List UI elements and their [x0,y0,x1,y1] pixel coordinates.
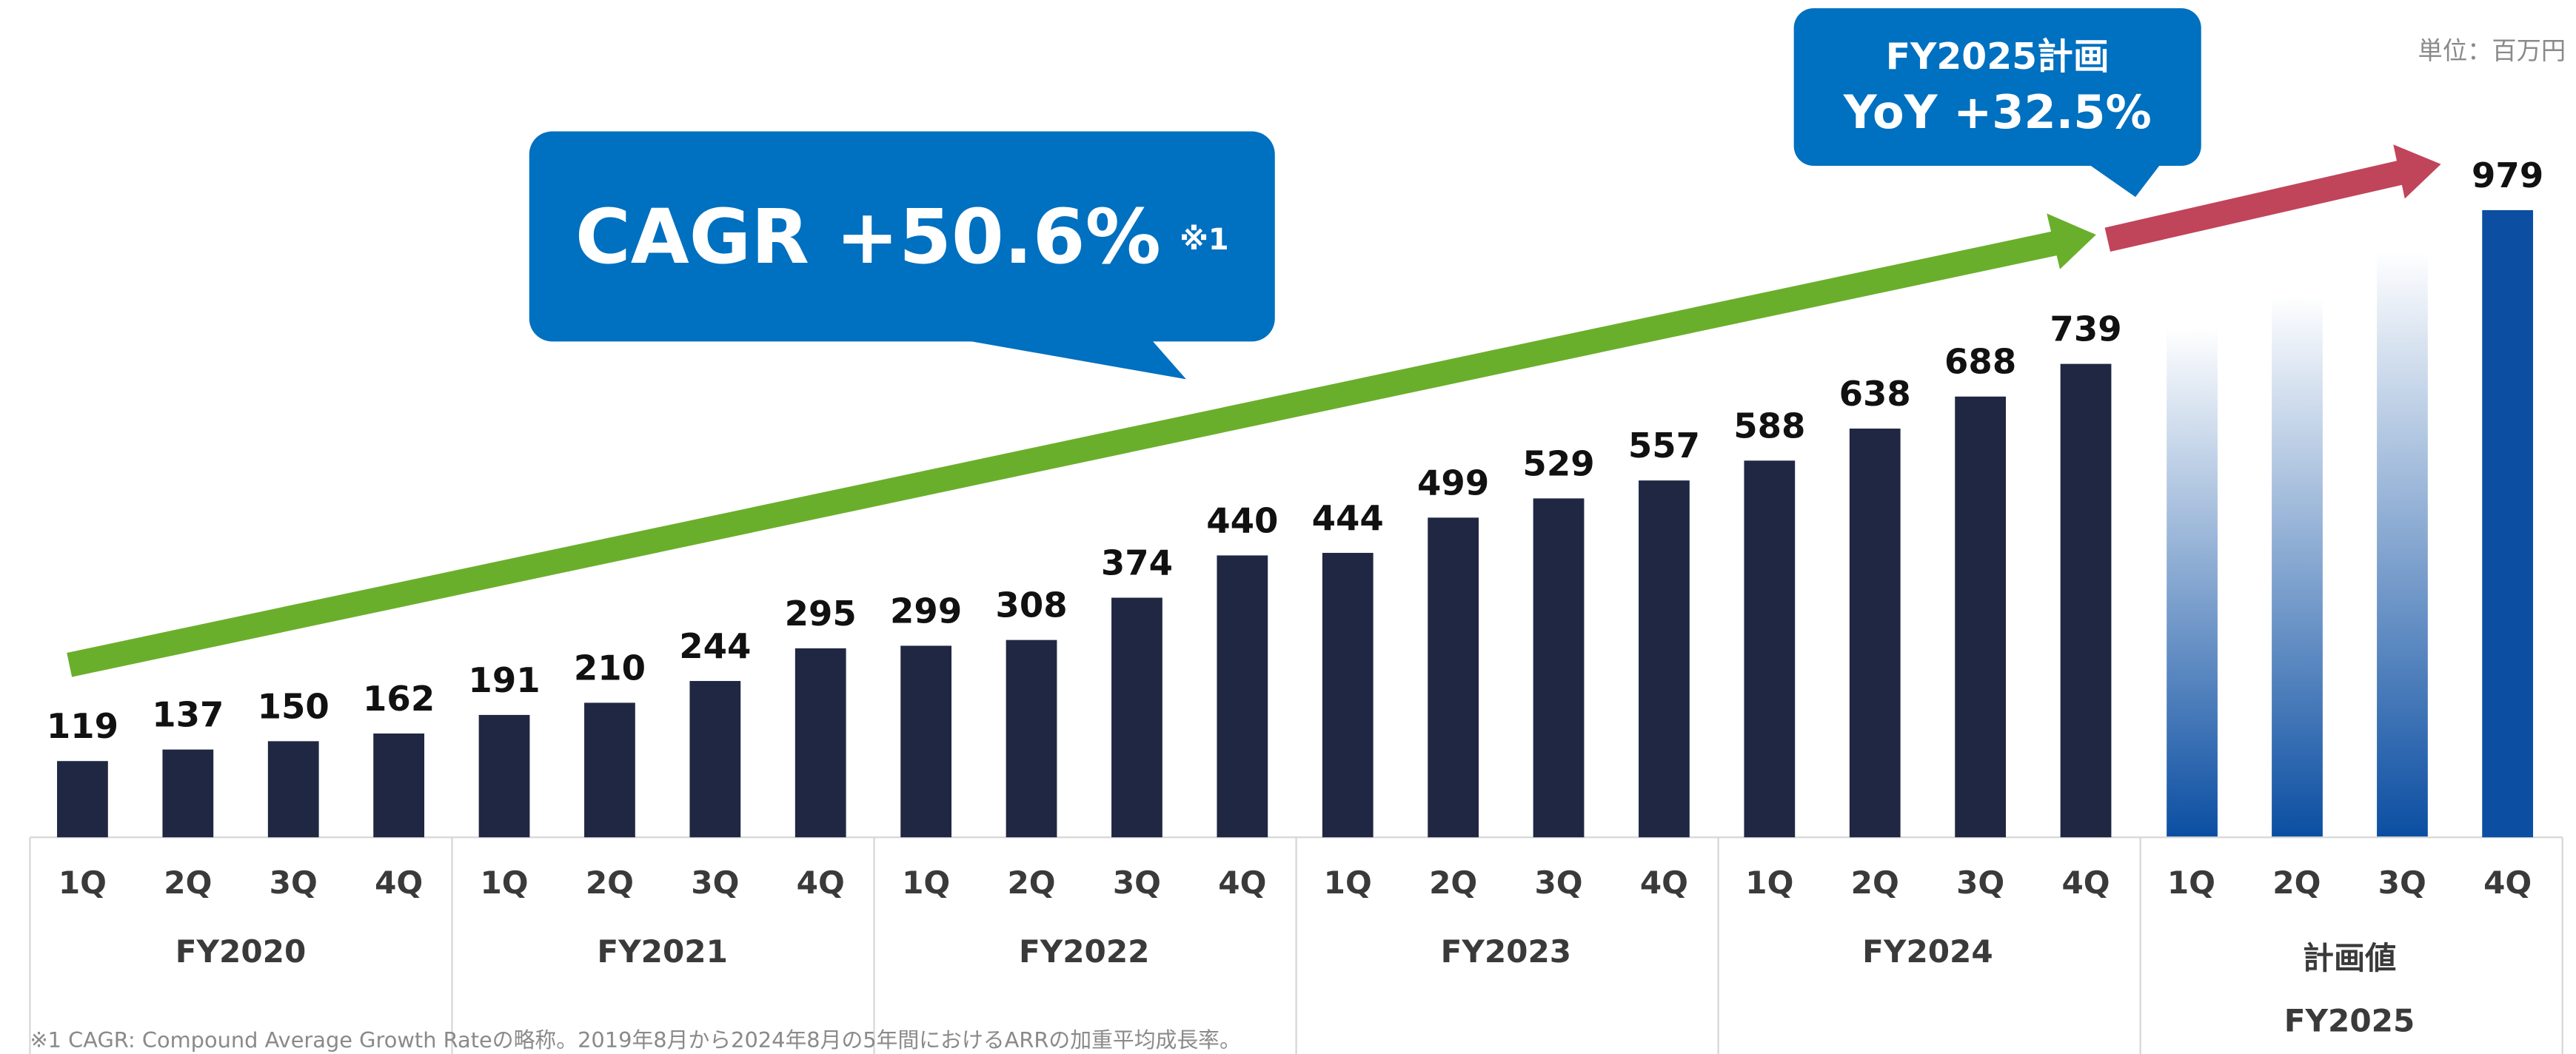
bar [1639,480,1690,838]
cagr-callout: CAGR +50.6% ※1 [529,131,1275,380]
value-label: 444 [1312,498,1384,538]
x-tick-label: 3Q [270,865,318,901]
unit-label: 単位：百万円 [2418,36,2566,65]
x-tick-label: 2Q [2272,865,2321,901]
bar [57,761,108,838]
x-tick-label: 1Q [58,865,107,901]
x-tick-label: 4Q [1640,865,1688,901]
value-label: 638 [1839,374,1911,414]
bar [1849,429,1901,838]
bar [1533,498,1585,838]
bar [373,734,425,838]
value-label: 979 [2472,155,2543,195]
bar [478,714,530,838]
x-tick-label: 1Q [480,865,528,901]
plan-bar [2167,328,2218,838]
bar [1322,552,1374,838]
x-tick-label: 3Q [1534,865,1582,901]
plan-label: 計画値 [2303,940,2396,976]
value-label: 191 [468,660,540,700]
x-tick-label: 4Q [375,865,423,901]
group-label: FY2024 [1862,933,1993,970]
x-tick-label: 1Q [902,865,950,901]
value-label: 499 [1417,463,1489,503]
value-label: 150 [258,686,329,726]
value-label: 119 [47,706,118,746]
value-label: 688 [1944,342,2016,382]
x-tick-label: 4Q [2483,865,2532,901]
cagr-arrow [67,213,2096,677]
plan-yoy: YoY +32.5% [1843,85,2152,139]
value-label: 374 [1101,543,1173,583]
bar [689,681,741,838]
value-label: 244 [679,626,751,666]
value-label: 440 [1206,500,1278,540]
value-label: 295 [785,594,857,634]
group-label: FY2023 [1441,933,1572,970]
x-tick-label: 1Q [1745,865,1793,901]
bar [1428,517,1479,838]
x-tick-label: 2Q [1851,865,1899,901]
x-tick-label: 1Q [1324,865,1372,901]
bar [1111,597,1162,838]
bar [1006,640,1057,838]
bar [2060,363,2112,838]
x-tick-label: 2Q [1429,865,1477,901]
bar [162,749,214,838]
bar [267,741,319,838]
value-label: 162 [363,679,435,719]
value-label: 588 [1733,406,1805,446]
x-tick-label: 4Q [797,865,845,901]
bar [1744,460,1796,838]
cagr-text: CAGR +50.6% [575,193,1161,281]
x-tick-label: 3Q [691,865,739,901]
value-label: 137 [152,695,224,735]
group-label: FY2025 [2284,1002,2415,1038]
plan-bar [2377,251,2428,838]
value-label: 739 [2050,309,2121,349]
x-tick-label: 4Q [1218,865,1266,901]
plan-callout: FY2025計画 YoY +32.5% [1793,8,2201,198]
bar [900,645,952,838]
bar [794,648,846,838]
group-label: FY2021 [597,933,728,970]
bar [2482,209,2534,838]
bar [1217,555,1268,838]
value-label: 299 [890,591,962,631]
value-label: 210 [574,648,646,688]
x-tick-label: 2Q [586,865,634,901]
x-tick-label: 3Q [2378,865,2426,901]
x-tick-label: 4Q [2061,865,2110,901]
group-label: FY2020 [175,933,307,970]
value-label: 557 [1628,426,1700,466]
cagr-note: ※1 [1180,223,1229,257]
value-label: 529 [1522,443,1594,483]
plan-bar [2272,295,2323,838]
table-grid [29,836,2563,1054]
value-label: 308 [995,585,1067,625]
x-tick-label: 1Q [2167,865,2215,901]
group-label: FY2022 [1019,933,1150,970]
x-tick-label: 2Q [1007,865,1055,901]
yoy-arrow [2104,144,2441,252]
x-tick-label: 3Q [1956,865,2004,901]
footnote: ※1 CAGR: Compound Average Growth Rateの略称… [30,1027,1240,1053]
x-tick-label: 2Q [164,865,212,901]
plan-title: FY2025計画 [1886,36,2110,78]
x-tick-label: 3Q [1113,865,1161,901]
bar [584,702,635,838]
bar [1955,396,2007,838]
